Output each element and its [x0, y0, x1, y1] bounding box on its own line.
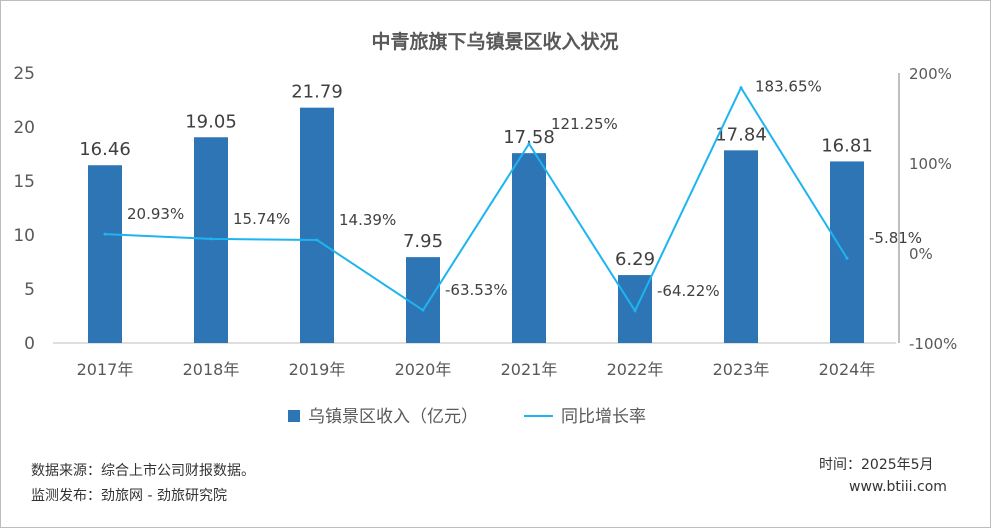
left-axis-tick-label: 25: [13, 64, 35, 84]
growth-rate-label: 121.25%: [551, 115, 618, 133]
revenue-bar: [300, 107, 334, 343]
x-axis-tick-label: 2023年: [713, 360, 770, 379]
growth-rate-point: [845, 256, 849, 260]
right-axis-tick-label: 0%: [909, 245, 933, 263]
revenue-bar-label: 16.46: [79, 139, 131, 160]
right-axis-tick-label: 100%: [909, 155, 952, 173]
revenue-bar-label: 16.81: [821, 135, 873, 156]
left-axis-tick-label: 15: [13, 172, 35, 192]
left-axis-tick-label: 20: [13, 118, 35, 138]
growth-rate-label: 183.65%: [755, 78, 822, 96]
growth-rate-label: -63.53%: [445, 281, 508, 299]
site-url: www.btiii.com: [849, 479, 947, 495]
source-note: 数据来源：综合上市公司财报数据。: [31, 463, 255, 479]
legend-line-label: 同比增长率: [561, 407, 646, 427]
revenue-bar-label: 6.29: [615, 249, 655, 270]
legend-bar-label: 乌镇景区收入（亿元）: [308, 407, 478, 427]
left-axis-tick-label: 0: [24, 334, 35, 354]
revenue-bar-label: 17.58: [503, 127, 555, 148]
chart-title: 中青旅旗下乌镇景区收入状况: [371, 30, 618, 53]
revenue-bar-label: 7.95: [403, 231, 443, 252]
revenue-bar-label: 21.79: [291, 82, 343, 103]
x-axis-tick-label: 2024年: [819, 360, 876, 379]
revenue-bar: [512, 153, 546, 343]
x-axis-tick-label: 2019年: [289, 360, 346, 379]
growth-rate-point: [633, 309, 637, 313]
x-axis-tick-label: 2020年: [395, 360, 452, 379]
left-axis-tick-label: 10: [13, 226, 35, 246]
x-axis-tick-label: 2017年: [77, 360, 134, 379]
x-axis-tick-label: 2022年: [607, 360, 664, 379]
monitor-note: 监测发布：劲旅网 - 劲旅研究院: [31, 488, 227, 504]
revenue-bar-label: 17.84: [715, 124, 767, 145]
left-axis-tick-label: 5: [24, 280, 35, 300]
growth-rate-label: 20.93%: [127, 205, 184, 223]
right-axis-tick-label: -100%: [909, 335, 957, 353]
x-axis-tick-label: 2018年: [183, 360, 240, 379]
growth-rate-label: -5.81%: [869, 229, 922, 247]
growth-rate-point: [315, 238, 319, 242]
growth-rate-point: [209, 237, 213, 241]
growth-rate-point: [103, 232, 107, 236]
growth-rate-label: 15.74%: [233, 210, 290, 228]
revenue-bar: [724, 150, 758, 343]
right-axis-tick-label: 200%: [909, 65, 952, 83]
time-note: 时间：2025年5月: [819, 457, 934, 473]
revenue-bar: [88, 165, 122, 343]
growth-rate-point: [739, 86, 743, 90]
growth-rate-line: [104, 85, 848, 313]
growth-rate-point: [527, 142, 531, 146]
revenue-bar: [830, 161, 864, 343]
growth-rate-label: 14.39%: [339, 211, 396, 229]
x-axis-tick-label: 2021年: [501, 360, 558, 379]
growth-rate-label: -64.22%: [657, 282, 720, 300]
legend-bar-swatch: [288, 410, 300, 422]
growth-rate-point: [421, 308, 425, 312]
revenue-bar-label: 19.05: [185, 111, 237, 132]
revenue-bar: [406, 257, 440, 343]
